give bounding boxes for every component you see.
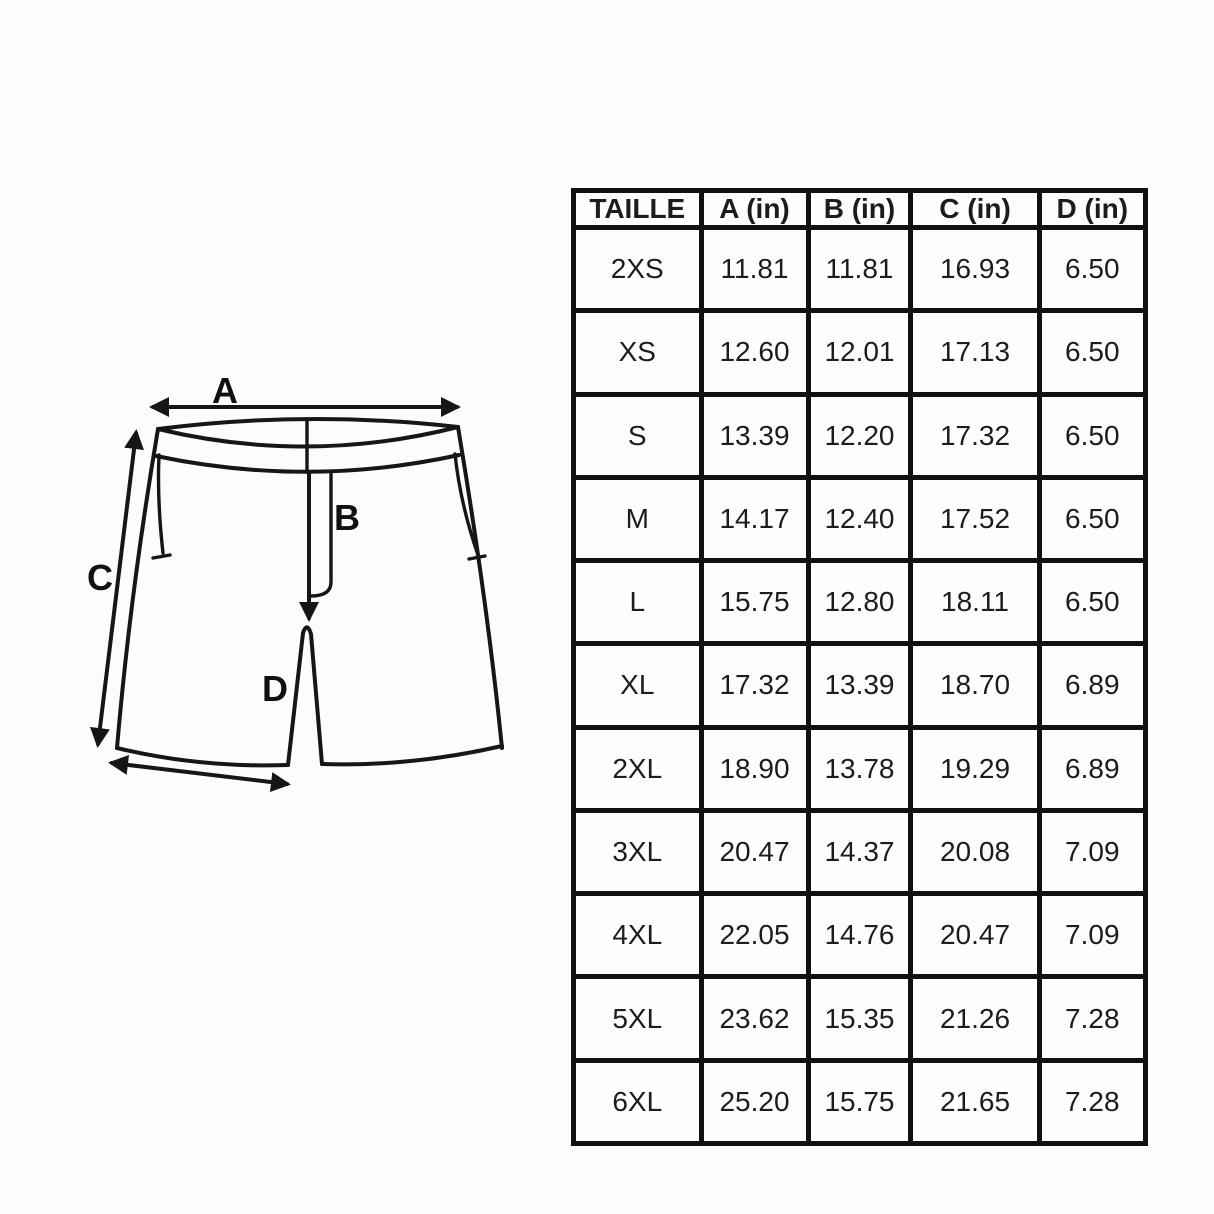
measure-cell: 18.90: [698, 724, 811, 813]
left-pocket-opening: [156, 453, 165, 555]
column-header: B (in): [805, 188, 914, 230]
measure-cell: 6.50: [1036, 224, 1149, 314]
measure-d-arrow: [108, 754, 291, 793]
shorts-diagram: A B C D: [60, 360, 540, 820]
measure-cell: 18.11: [908, 558, 1042, 647]
table-row: 5XL 23.62 15.35 21.26 7.28: [571, 974, 1149, 1063]
measure-c-arrow: [90, 429, 144, 748]
column-header: TAILLE: [571, 188, 704, 230]
measure-cell: 23.62: [698, 974, 811, 1063]
table-row: 3XL 20.47 14.37 20.08 7.09: [571, 807, 1149, 897]
size-label: S: [571, 391, 704, 480]
measure-cell: 13.39: [805, 641, 914, 730]
size-table: TAILLE A (in) B (in) C (in) D (in) 2XS 11.81 1…: [571, 188, 1149, 1147]
measure-cell: 12.20: [805, 391, 914, 480]
measure-cell: 21.26: [908, 974, 1042, 1063]
measure-cell: 12.01: [805, 308, 914, 397]
measure-cell: 15.75: [805, 1057, 914, 1147]
measure-cell: 6.50: [1036, 308, 1149, 397]
measure-cell: 16.93: [908, 224, 1042, 314]
fly-stitch: [309, 472, 333, 598]
measure-cell: 15.35: [805, 974, 914, 1063]
measure-cell: 17.32: [908, 391, 1042, 480]
measure-cell: 17.52: [908, 474, 1042, 564]
size-label: 2XL: [571, 724, 704, 813]
size-table-header-row: TAILLE A (in) B (in) C (in) D (in): [571, 188, 1149, 230]
size-label: 3XL: [571, 807, 704, 897]
table-row: 4XL 22.05 14.76 20.47 7.09: [571, 891, 1149, 980]
inseam-crotch: [286, 625, 324, 767]
left-hem: [115, 746, 290, 768]
measure-cell: 17.32: [698, 641, 811, 730]
size-label: XS: [571, 308, 704, 397]
measure-cell: 20.47: [698, 807, 811, 897]
right-pocket-tick: [467, 554, 487, 561]
measure-cell: 12.40: [805, 474, 914, 564]
label-d: D: [262, 668, 288, 709]
measure-cell: 12.60: [698, 308, 811, 397]
table-row: XL 17.32 13.39 18.70 6.89: [571, 641, 1149, 730]
right-pocket-opening: [453, 452, 479, 554]
measure-cell: 6.50: [1036, 558, 1149, 647]
table-row: 2XS 11.81 11.81 16.93 6.50: [571, 224, 1149, 314]
right-side-seam: [456, 425, 504, 750]
size-label: XL: [571, 641, 704, 730]
measure-cell: 25.20: [698, 1057, 811, 1147]
measure-cell: 15.75: [698, 558, 811, 647]
size-label: L: [571, 558, 704, 647]
measure-cell: 14.17: [698, 474, 811, 564]
size-label: 5XL: [571, 974, 704, 1063]
measure-cell: 19.29: [908, 724, 1042, 813]
measure-cell: 18.70: [908, 641, 1042, 730]
measure-cell: 7.28: [1036, 974, 1149, 1063]
table-row: XS 12.60 12.01 17.13 6.50: [571, 308, 1149, 397]
table-row: 2XL 18.90 13.78 19.29 6.89: [571, 724, 1149, 813]
size-table-container: TAILLE A (in) B (in) C (in) D (in) 2XS 11.81 1…: [571, 188, 1149, 1147]
measure-cell: 20.08: [908, 807, 1042, 897]
shorts-sketch: A B C D: [87, 370, 504, 793]
right-hem: [320, 744, 504, 767]
waistband-back-rim: [156, 417, 460, 431]
size-label: 4XL: [571, 891, 704, 980]
size-label: M: [571, 474, 704, 564]
measure-cell: 12.80: [805, 558, 914, 647]
table-row: M 14.17 12.40 17.52 6.50: [571, 474, 1149, 564]
column-header: C (in): [908, 188, 1042, 230]
measure-cell: 6.89: [1036, 724, 1149, 813]
measure-cell: 14.76: [805, 891, 914, 980]
left-pocket-tick: [151, 553, 172, 560]
left-side-seam: [115, 427, 160, 750]
measure-cell: 13.39: [698, 391, 811, 480]
label-a: A: [212, 370, 238, 411]
label-b: B: [334, 497, 360, 538]
measure-cell: 11.81: [805, 224, 914, 314]
table-row: 6XL 25.20 15.75 21.65 7.28: [571, 1057, 1149, 1147]
measure-cell: 20.47: [908, 891, 1042, 980]
measure-cell: 6.50: [1036, 474, 1149, 564]
measure-cell: 7.09: [1036, 891, 1149, 980]
measure-cell: 6.50: [1036, 391, 1149, 480]
table-row: L 15.75 12.80 18.11 6.50: [571, 558, 1149, 647]
label-c: C: [87, 557, 113, 598]
column-header: D (in): [1036, 188, 1149, 230]
size-label: 6XL: [571, 1057, 704, 1147]
measure-cell: 6.89: [1036, 641, 1149, 730]
measure-cell: 7.28: [1036, 1057, 1149, 1147]
measure-cell: 7.09: [1036, 807, 1149, 897]
size-table-body: 2XS 11.81 11.81 16.93 6.50 XS 12.60 12.01 17.13 6…: [571, 224, 1149, 1147]
measure-cell: 13.78: [805, 724, 914, 813]
measure-cell: 21.65: [908, 1057, 1042, 1147]
table-row: S 13.39 12.20 17.32 6.50: [571, 391, 1149, 480]
measure-cell: 11.81: [698, 224, 811, 314]
size-label: 2XS: [571, 224, 704, 314]
measure-cell: 17.13: [908, 308, 1042, 397]
measure-cell: 14.37: [805, 807, 914, 897]
measure-cell: 22.05: [698, 891, 811, 980]
column-header: A (in): [698, 188, 811, 230]
